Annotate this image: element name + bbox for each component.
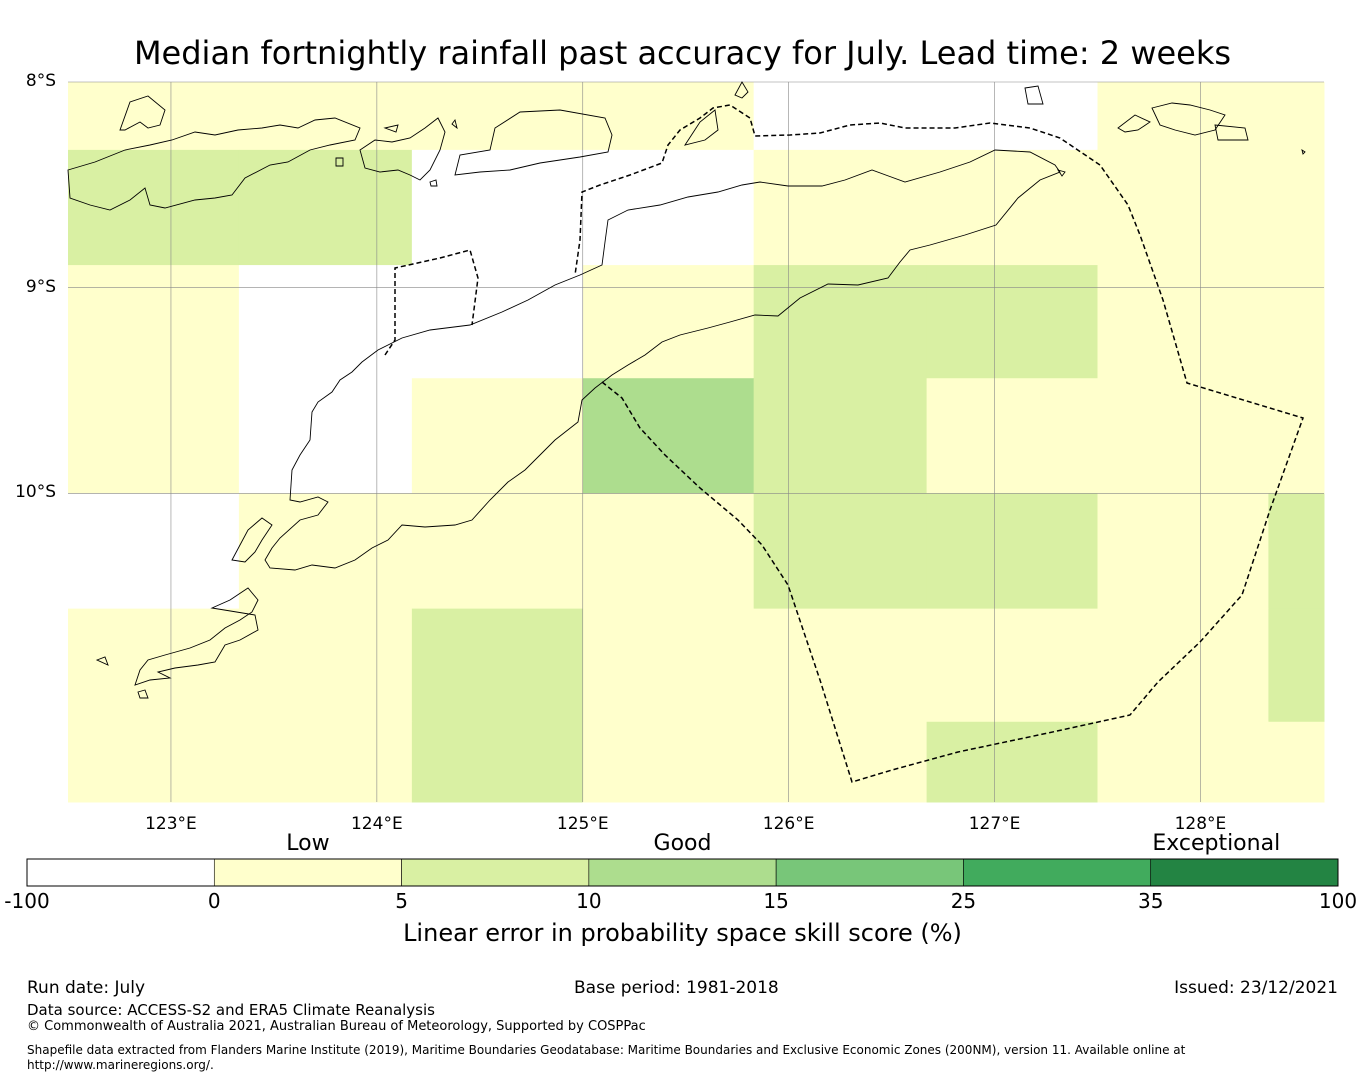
skill-cell	[1097, 265, 1269, 379]
skill-cell	[68, 378, 240, 494]
skill-cell	[238, 82, 413, 151]
colorbar-bin	[1150, 858, 1339, 887]
longitude-label: 124°E	[350, 814, 403, 834]
skill-cell	[1097, 82, 1269, 151]
skill-cell	[926, 265, 1099, 379]
longitude-label: 123°E	[145, 814, 197, 834]
skill-cell	[411, 378, 584, 494]
skill-cell	[68, 265, 240, 379]
latitude-label: 10°S	[15, 482, 56, 503]
colorbar-tick-label: 35	[1137, 889, 1164, 913]
skill-cell	[1097, 721, 1269, 803]
skill-cell	[926, 82, 1099, 151]
skill-cell	[1268, 493, 1325, 610]
longitude-label: 127°E	[968, 814, 1021, 834]
shapefile-url: http://www.marineregions.org/.	[27, 1058, 214, 1072]
skill-cell	[238, 265, 413, 379]
issued-date: Issued: 23/12/2021	[1174, 978, 1338, 998]
skill-cell	[238, 149, 413, 266]
skill-cell	[753, 721, 928, 803]
shapefile-credit: Shapefile data extracted from Flanders M…	[27, 1043, 1186, 1057]
latitude-label: 9°S	[25, 276, 56, 297]
skill-cell	[411, 608, 584, 723]
skill-cell	[1097, 378, 1269, 494]
skill-cell	[753, 82, 928, 151]
skill-cell	[411, 721, 584, 803]
skill-cell	[68, 608, 240, 723]
skill-cell	[582, 378, 755, 494]
colorbar-tick-label: 0	[207, 889, 221, 913]
base-period: Base period: 1981-2018	[574, 978, 779, 998]
skill-cell	[411, 265, 584, 379]
skill-cell	[582, 82, 755, 151]
longitude-label: 126°E	[762, 814, 815, 834]
skill-cell	[238, 721, 413, 803]
skill-cell	[1268, 82, 1325, 151]
skill-cell	[582, 149, 755, 266]
skill-cell	[753, 378, 928, 494]
colorbar	[26, 858, 1339, 887]
colorbar-bin	[213, 858, 402, 887]
skill-cell	[68, 82, 240, 151]
skill-cell	[68, 149, 240, 266]
skill-cell	[926, 493, 1099, 610]
colorbar-frame	[26, 858, 1339, 887]
colorbar-category-label: Low	[286, 831, 330, 856]
skill-cell	[582, 721, 755, 803]
skill-cell	[1268, 608, 1325, 723]
skill-cell	[753, 149, 928, 266]
skill-cell	[238, 378, 413, 494]
colorbar-tick-label: 25	[950, 889, 977, 913]
graticule	[68, 81, 1324, 802]
skill-grid	[68, 82, 1325, 803]
skill-cell	[753, 493, 928, 610]
colorbar-tick-label: 15	[763, 889, 789, 913]
colorbar-bin	[963, 858, 1152, 887]
colorbar-category-label: Exceptional	[1152, 831, 1281, 856]
maritime-boundary	[384, 104, 1304, 783]
skill-cell	[753, 608, 928, 723]
skill-cell	[926, 608, 1099, 723]
colorbar-bin	[588, 858, 777, 887]
colorbar-label: Linear error in probability space skill …	[403, 919, 962, 947]
skill-cell	[582, 493, 755, 610]
skill-cell	[582, 265, 755, 379]
skill-cell	[1268, 378, 1325, 494]
colorbar-bin	[26, 858, 215, 887]
longitude-label: 125°E	[556, 814, 609, 834]
colorbar-tick-label: 5	[395, 889, 408, 913]
skill-cell	[411, 493, 584, 610]
skill-cell	[926, 721, 1099, 803]
skill-cell	[753, 265, 928, 379]
page-title: Median fortnightly rainfall past accurac…	[133, 34, 1232, 72]
skill-cell	[411, 82, 584, 151]
skill-cell	[582, 608, 755, 723]
run-date: Run date: July	[27, 978, 146, 998]
skill-cell	[1268, 265, 1325, 379]
skill-cell	[68, 493, 240, 610]
skill-cell	[68, 721, 240, 803]
colorbar-category-label: Good	[653, 831, 712, 856]
latitude-label: 8°S	[25, 71, 56, 91]
skill-cell	[926, 149, 1099, 266]
skill-cell	[1268, 149, 1325, 266]
colorbar-bin	[775, 858, 964, 887]
longitude-label: 128°E	[1174, 814, 1227, 834]
skill-cell	[1268, 721, 1325, 803]
colorbar-tick-label: 10	[576, 889, 602, 913]
skill-cell	[238, 608, 413, 723]
skill-cell	[411, 149, 584, 266]
copyright: © Commonwealth of Australia 2021, Austra…	[27, 1019, 646, 1034]
colorbar-bin	[401, 858, 590, 887]
colorbar-tick-label: 100	[1318, 889, 1358, 913]
coastline	[67, 81, 1306, 699]
skill-cell	[1097, 149, 1269, 266]
colorbar-tick-label: -100	[4, 889, 50, 913]
skill-cell	[238, 493, 413, 610]
skill-cell	[926, 378, 1099, 494]
skill-cell	[1097, 608, 1269, 723]
data-source: Data source: ACCESS-S2 and ERA5 Climate …	[27, 1001, 435, 1019]
skill-cell	[1097, 493, 1269, 610]
